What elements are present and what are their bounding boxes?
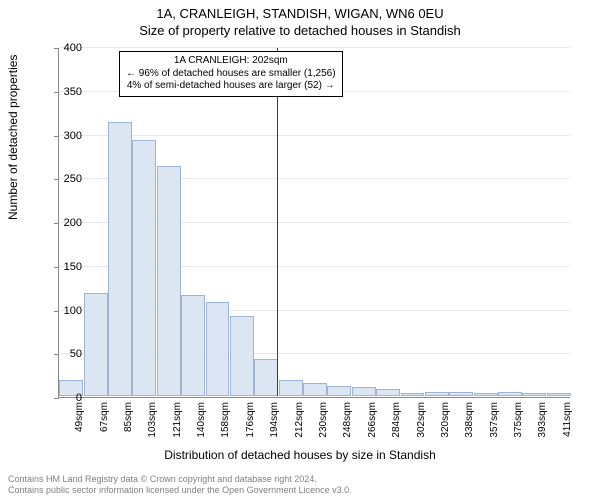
- xtick-label: 176sqm: [245, 402, 256, 452]
- xtick-label: 266sqm: [367, 402, 378, 452]
- histogram-bar: [303, 383, 327, 396]
- xtick-label: 338sqm: [464, 402, 475, 452]
- xtick-label: 248sqm: [342, 402, 353, 452]
- histogram-bar: [181, 295, 205, 396]
- histogram-bar: [157, 166, 181, 396]
- gridline: [59, 47, 570, 48]
- xtick-label: 320sqm: [440, 402, 451, 452]
- xtick-label: 375sqm: [513, 402, 524, 452]
- xtick-label: 284sqm: [391, 402, 402, 452]
- ytick-label: 350: [52, 86, 82, 98]
- annotation-box: 1A CRANLEIGH: 202sqm← 96% of detached ho…: [119, 51, 343, 97]
- xtick-label: 230sqm: [318, 402, 329, 452]
- histogram-bar: [522, 393, 546, 396]
- histogram-bar: [425, 392, 449, 396]
- histogram-bar: [84, 293, 108, 396]
- ytick-label: 300: [52, 130, 82, 142]
- histogram-bar: [401, 393, 425, 397]
- xtick-label: 103sqm: [147, 402, 158, 452]
- xtick-label: 49sqm: [74, 402, 85, 452]
- xtick-label: 357sqm: [489, 402, 500, 452]
- histogram-bar: [498, 392, 522, 396]
- ytick-label: 250: [52, 173, 82, 185]
- footer-attribution: Contains HM Land Registry data © Crown c…: [8, 474, 352, 497]
- xtick-label: 121sqm: [172, 402, 183, 452]
- reference-line: [277, 48, 278, 396]
- histogram-bar: [474, 393, 498, 397]
- xtick-label: 194sqm: [269, 402, 280, 452]
- xtick-label: 393sqm: [537, 402, 548, 452]
- xtick-label: 140sqm: [196, 402, 207, 452]
- y-axis-label: Number of detached properties: [6, 55, 20, 220]
- plot-region: 1A CRANLEIGH: 202sqm← 96% of detached ho…: [58, 48, 570, 398]
- histogram-bar: [376, 389, 400, 396]
- histogram-bar: [547, 393, 571, 396]
- xtick-label: 67sqm: [99, 402, 110, 452]
- xtick-label: 158sqm: [220, 402, 231, 452]
- xtick-label: 411sqm: [562, 402, 573, 452]
- ytick-label: 100: [52, 305, 82, 317]
- xtick-label: 85sqm: [123, 402, 134, 452]
- histogram-bar: [206, 302, 230, 397]
- x-axis-label: Distribution of detached houses by size …: [0, 448, 600, 462]
- chart-title-main: 1A, CRANLEIGH, STANDISH, WIGAN, WN6 0EU: [0, 0, 600, 21]
- histogram-bar: [132, 140, 156, 396]
- histogram-bar: [327, 386, 351, 397]
- histogram-bar: [254, 359, 278, 396]
- chart-area: 1A CRANLEIGH: 202sqm← 96% of detached ho…: [58, 48, 570, 398]
- histogram-bar: [108, 122, 132, 396]
- ytick-label: 150: [52, 261, 82, 273]
- annotation-line-1: 1A CRANLEIGH: 202sqm: [126, 55, 336, 68]
- ytick-label: 0: [52, 392, 82, 404]
- footer-line-2: Contains public sector information licen…: [8, 485, 352, 496]
- histogram-bar: [230, 316, 254, 397]
- chart-title-sub: Size of property relative to detached ho…: [0, 21, 600, 38]
- ytick-label: 50: [52, 348, 82, 360]
- histogram-bar: [449, 392, 473, 396]
- xtick-label: 212sqm: [294, 402, 305, 452]
- histogram-bar: [279, 380, 303, 396]
- gridline: [59, 135, 570, 136]
- annotation-line-3: 4% of semi-detached houses are larger (5…: [126, 80, 336, 93]
- footer-line-1: Contains HM Land Registry data © Crown c…: [8, 474, 352, 485]
- xtick-label: 302sqm: [416, 402, 427, 452]
- ytick-label: 400: [52, 42, 82, 54]
- annotation-line-2: ← 96% of detached houses are smaller (1,…: [126, 68, 336, 81]
- ytick-label: 200: [52, 217, 82, 229]
- histogram-bar: [352, 387, 376, 396]
